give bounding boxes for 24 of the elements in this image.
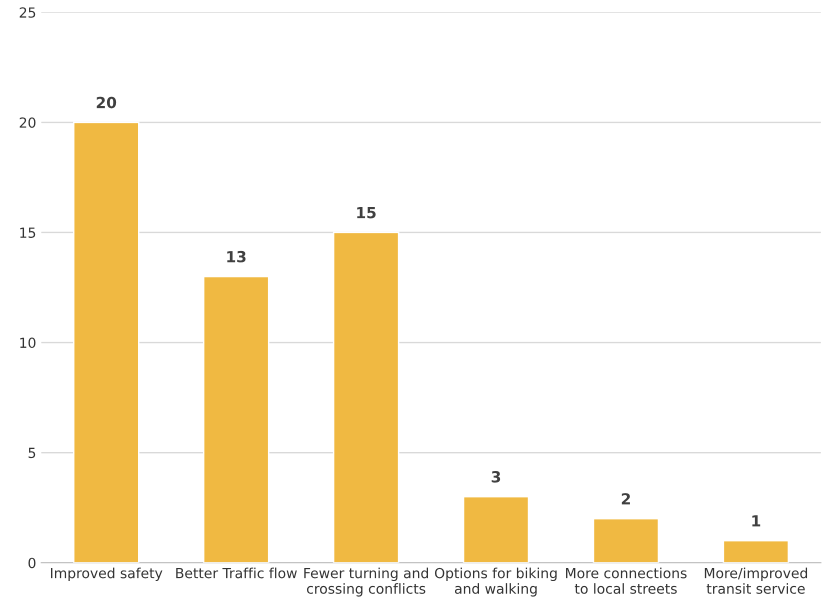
x-tick-label: Options for biking and walking [434, 568, 557, 597]
data-label: 13 [227, 250, 246, 262]
bar [592, 518, 660, 563]
bar [462, 496, 530, 563]
data-label: 3 [492, 471, 500, 483]
x-tick-label: Improved safety [50, 568, 162, 582]
y-tick-label: 25 [20, 7, 36, 18]
x-tick-label: Fewer turning and crossing conflicts [304, 568, 428, 597]
y-tick-label: 0 [28, 558, 36, 568]
x-tick-label: Better Traffic flow [176, 568, 297, 578]
y-tick-label: 20 [20, 117, 36, 128]
y-tick-label: 15 [20, 228, 36, 238]
bar [332, 232, 400, 563]
data-label: 20 [96, 96, 116, 108]
y-tick-label: 5 [28, 448, 36, 458]
data-label: 15 [357, 207, 376, 218]
bar [202, 276, 270, 563]
data-label: 1 [752, 515, 760, 526]
x-tick-label: More connections to local streets [566, 568, 687, 594]
bar [722, 540, 790, 563]
y-tick-label: 10 [20, 338, 36, 348]
x-tick-label: More/improved transit service [704, 568, 808, 594]
data-label: 2 [622, 493, 630, 504]
bar [73, 122, 140, 563]
